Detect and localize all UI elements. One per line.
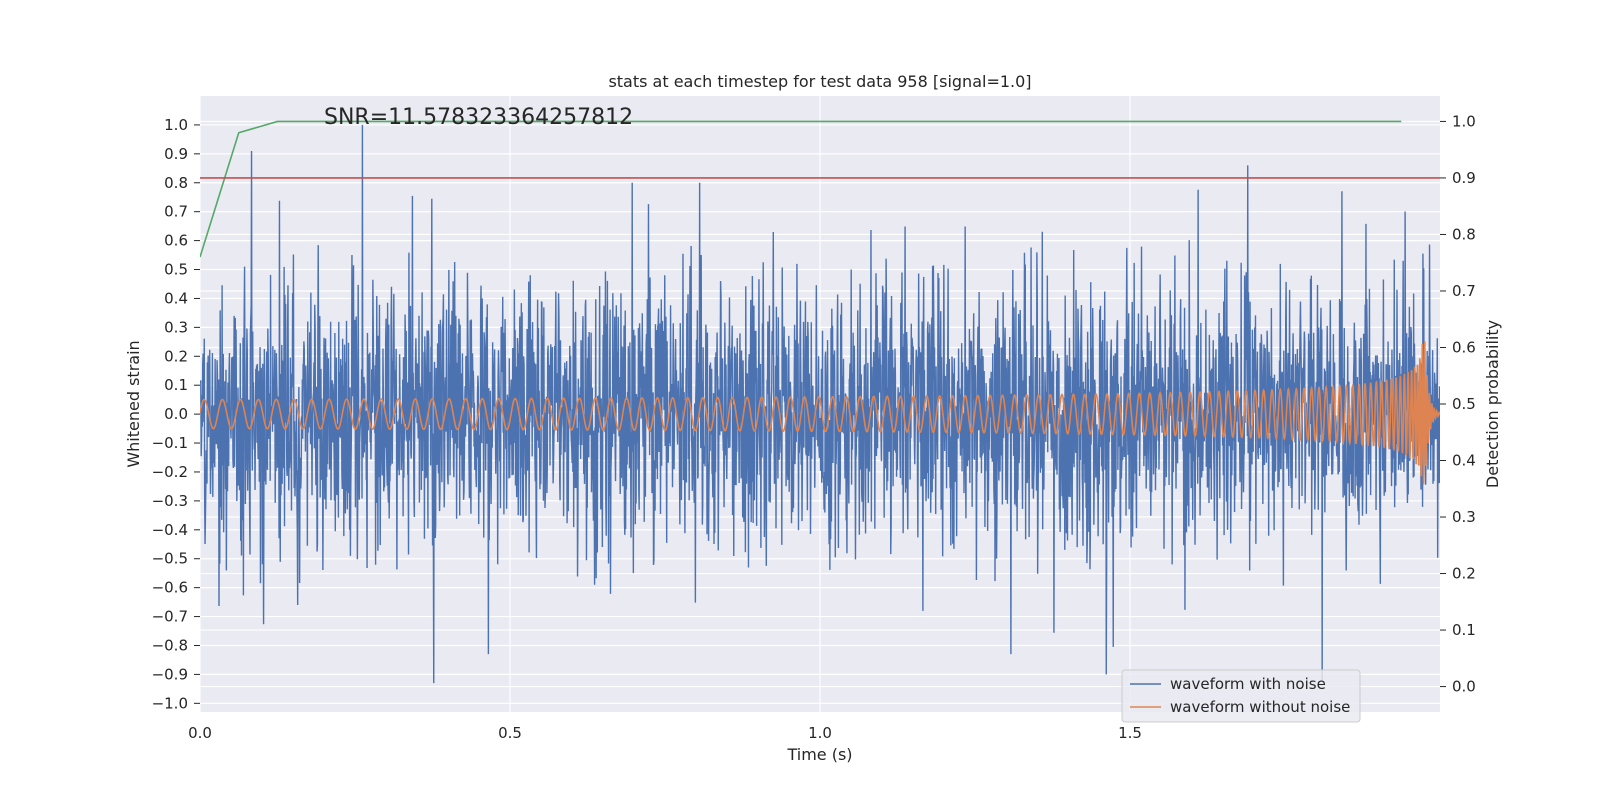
chart-title: stats at each timestep for test data 958… xyxy=(608,72,1031,91)
y-tick-label-8: −0.2 xyxy=(152,463,188,481)
y-tick-label-17: 0.7 xyxy=(164,203,188,221)
y-tick-label-18: 0.8 xyxy=(164,174,188,192)
series-waveform-without-noise xyxy=(200,341,1440,485)
legend-box xyxy=(1121,669,1361,723)
y-tick-label-11: 0.1 xyxy=(164,376,188,394)
y-tick-label-1: −0.9 xyxy=(152,665,188,683)
series-waveform-with-noise xyxy=(200,124,1440,684)
y-tick-label-20: 1.0 xyxy=(164,116,188,134)
y-tick-label-4: −0.6 xyxy=(152,579,188,597)
y-tick-label-16: 0.6 xyxy=(164,232,188,250)
y-ticks: −1.0 −0.9 −0.8 −0.7 −0.6 −0.5 −0.4 −0.3 −0.2 −0.1… xyxy=(152,116,200,712)
y2-ticks: 0.0 0.1 0.2 0.3 0.4 0.5 0.6 0.7 0.8 0.9 1.0 xyxy=(1440,112,1476,696)
y2-tick-label-3: 0.3 xyxy=(1452,508,1476,526)
y-tick-label-15: 0.5 xyxy=(164,261,188,279)
y2-tick-label-1: 0.1 xyxy=(1452,621,1476,639)
series-layer xyxy=(200,120,1440,684)
y-tick-label-0: −1.0 xyxy=(152,694,188,712)
y2-tick-label-9: 0.9 xyxy=(1452,169,1476,187)
y-tick-label-14: 0.4 xyxy=(164,289,188,307)
y2-tick-label-8: 0.8 xyxy=(1452,225,1476,243)
y-tick-label-13: 0.3 xyxy=(164,318,188,336)
y2-tick-label-10: 1.0 xyxy=(1452,112,1476,130)
y-axis-label: Whitened strain xyxy=(124,340,143,467)
y-tick-label-7: −0.3 xyxy=(152,492,188,510)
legend: waveform with noise waveform without noi… xyxy=(1121,669,1361,723)
y2-tick-label-0: 0.0 xyxy=(1452,678,1476,696)
y-tick-label-2: −0.8 xyxy=(152,636,188,654)
y-tick-label-3: −0.7 xyxy=(152,608,188,626)
y2-axis-label: Detection probability xyxy=(1483,320,1502,488)
x-tick-label-2: 1.0 xyxy=(808,724,832,742)
legend-label-noise: waveform with noise xyxy=(1170,675,1326,693)
y2-tick-label-7: 0.7 xyxy=(1452,282,1476,300)
y2-tick-label-6: 0.6 xyxy=(1452,338,1476,356)
y-tick-label-19: 0.9 xyxy=(164,145,188,163)
x-tick-label-0: 0.0 xyxy=(188,724,212,742)
y2-tick-label-5: 0.5 xyxy=(1452,395,1476,413)
y-tick-label-5: −0.5 xyxy=(152,550,188,568)
x-axis-label: Time (s) xyxy=(786,745,852,764)
series-detection-probability xyxy=(200,120,1402,258)
y-tick-label-9: −0.1 xyxy=(152,434,188,452)
y-tick-label-6: −0.4 xyxy=(152,521,188,539)
x-tick-label-1: 0.5 xyxy=(498,724,522,742)
x-ticks: 0.0 0.5 1.0 1.5 xyxy=(188,724,1142,742)
legend-label-clean: waveform without noise xyxy=(1170,698,1350,716)
y-tick-label-10: 0.0 xyxy=(164,405,188,423)
snr-annotation: SNR=11.578323364257812 xyxy=(324,105,633,130)
y-tick-label-12: 0.2 xyxy=(164,347,188,365)
y2-tick-label-4: 0.4 xyxy=(1452,452,1476,470)
x-tick-label-3: 1.5 xyxy=(1118,724,1142,742)
y2-tick-label-2: 0.2 xyxy=(1452,565,1476,583)
